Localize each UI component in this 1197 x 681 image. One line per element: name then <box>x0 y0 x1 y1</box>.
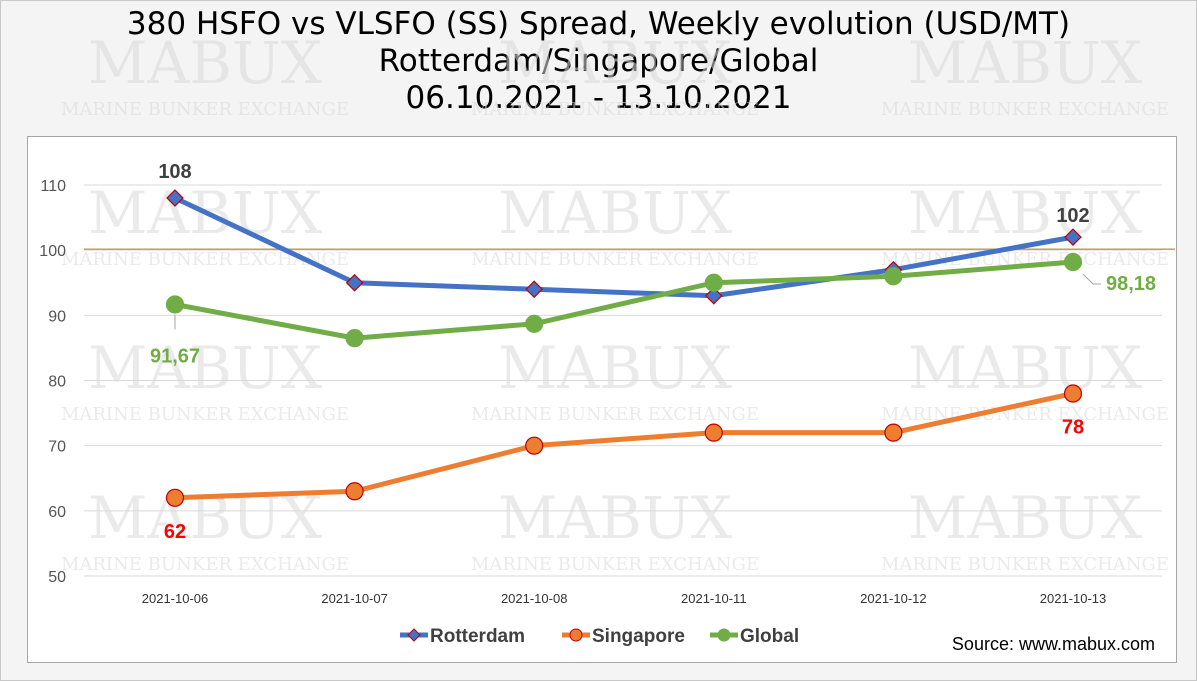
legend-marker <box>717 628 731 642</box>
data-label: 91,67 <box>150 345 200 367</box>
data-point <box>166 189 184 207</box>
x-tick-label: 2021-10-11 <box>681 591 747 606</box>
legend-item-global: Global <box>710 626 799 647</box>
x-tick-label: 2021-10-12 <box>860 591 927 606</box>
data-label: 62 <box>164 521 186 543</box>
legend-item-rotterdam: Rotterdam <box>400 626 525 647</box>
watermark-tagline: MARINE BUNKER EXCHANGE <box>881 249 1169 270</box>
data-point <box>1064 228 1082 246</box>
watermark-tagline: MARINE BUNKER EXCHANGE <box>881 404 1169 425</box>
watermark-tagline: MARINE BUNKER EXCHANGE <box>471 249 759 270</box>
y-tick-label: 110 <box>40 178 66 195</box>
legend: Rotterdam Singapore Global <box>400 626 799 647</box>
legend-item-singapore: Singapore <box>562 626 685 647</box>
watermark-tagline: MARINE BUNKER EXCHANGE <box>471 554 759 575</box>
watermark-brand: MABUX <box>908 334 1143 402</box>
series-line-rotterdam <box>173 195 1074 299</box>
watermark-brand: MABUX <box>88 29 323 97</box>
legend-marker <box>569 628 583 642</box>
watermark-brand: MABUX <box>498 334 733 402</box>
series-layer <box>165 189 1083 507</box>
watermark-brand: MABUX <box>88 334 323 402</box>
source-note: Source: www.mabux.com <box>952 634 1155 654</box>
x-tick-label: 2021-10-07 <box>321 591 388 606</box>
watermark-tagline: MARINE BUNKER EXCHANGE <box>61 249 349 270</box>
x-tick-label: 2021-10-13 <box>1040 591 1107 606</box>
legend-label: Global <box>740 626 799 647</box>
series-line-global <box>174 259 1074 341</box>
legend-marker <box>407 628 421 642</box>
watermark-brand: MABUX <box>908 179 1143 247</box>
label-leader-line <box>1082 273 1101 285</box>
watermark-tagline: MARINE BUNKER EXCHANGE <box>61 404 349 425</box>
data-label: 108 <box>158 161 191 183</box>
series-line-singapore <box>174 391 1074 501</box>
data-point <box>345 482 364 501</box>
data-point <box>165 488 185 507</box>
x-tick-label: 2021-10-06 <box>142 591 209 606</box>
legend-label: Singapore <box>592 626 685 647</box>
y-tick-label: 100 <box>39 243 66 260</box>
series-global <box>165 252 1083 348</box>
data-point <box>525 436 544 455</box>
watermark-tagline: MARINE BUNKER EXCHANGE <box>471 404 759 425</box>
legend-label: Rotterdam <box>430 626 525 647</box>
title-line-3: 06.10.2021 - 13.10.2021 <box>405 80 792 116</box>
y-tick-label: 60 <box>48 504 66 521</box>
data-point <box>1063 384 1083 403</box>
data-point <box>345 329 364 348</box>
data-point <box>165 295 185 314</box>
watermark-tagline: MARINE BUNKER EXCHANGE <box>471 99 759 120</box>
watermark-brand: MABUX <box>908 484 1143 552</box>
watermark-tagline: MARINE BUNKER EXCHANGE <box>881 554 1169 575</box>
data-point <box>1063 252 1083 272</box>
data-label: 78 <box>1062 417 1084 439</box>
data-point <box>345 273 364 292</box>
data-point <box>884 267 903 286</box>
y-tick-label: 90 <box>48 308 66 325</box>
data-point <box>525 280 544 299</box>
data-label: 98,18 <box>1106 273 1156 295</box>
gridlines <box>84 184 1162 577</box>
watermark-tagline: MARINE BUNKER EXCHANGE <box>61 99 349 120</box>
x-axis-ticks: 2021-10-06 2021-10-07 2021-10-08 2021-10-11… <box>142 591 1107 606</box>
watermark-brand: MABUX <box>498 179 733 247</box>
y-tick-label: 80 <box>48 374 66 391</box>
plot-area-background <box>27 136 1177 663</box>
data-point <box>884 423 903 442</box>
watermark-brand: MABUX <box>908 29 1143 97</box>
data-point <box>525 314 544 333</box>
watermark-tagline: MARINE BUNKER EXCHANGE <box>881 99 1169 120</box>
data-point <box>704 286 723 305</box>
y-tick-label: 50 <box>48 569 66 586</box>
data-point <box>704 273 723 292</box>
y-axis-ticks: 50 60 70 80 90 100 110 <box>39 178 66 586</box>
data-labels: 108 102 62 78 91,67 98,18 <box>150 161 1156 543</box>
y-tick-label: 70 <box>48 439 66 456</box>
data-point <box>704 423 723 442</box>
title-line-2: Rotterdam/Singapore/Global <box>378 43 819 79</box>
watermark-brand: MABUX <box>498 484 733 552</box>
watermark-brand: MABUX <box>498 29 733 97</box>
watermark-tagline: MARINE BUNKER EXCHANGE <box>61 554 349 575</box>
title-line-1: 380 HSFO vs VLSFO (SS) Spread, Weekly ev… <box>126 6 1071 42</box>
chart-title: 380 HSFO vs VLSFO (SS) Spread, Weekly ev… <box>0 6 1197 117</box>
x-tick-label: 2021-10-08 <box>501 591 568 606</box>
data-label: 102 <box>1056 205 1089 227</box>
series-singapore <box>165 384 1083 507</box>
